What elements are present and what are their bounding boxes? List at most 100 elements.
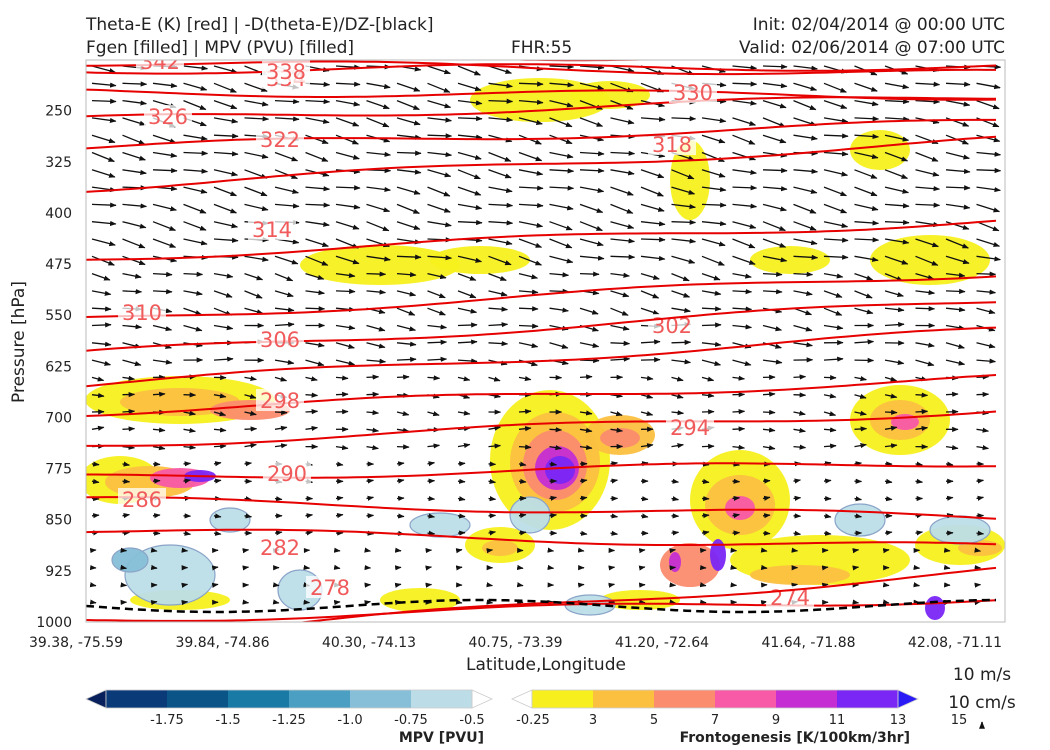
wind-vector [976,271,997,277]
wind-vector [793,374,807,380]
wind-vector [915,202,941,208]
wind-vector [549,185,575,191]
contour-label-bg [144,105,192,127]
wind-vector [760,564,768,571]
wind-vector [976,186,1001,193]
wind-vector [150,600,158,606]
wind-vector [640,290,660,299]
wind-vector [305,530,314,536]
wind-vector [945,99,971,107]
wind-vector [244,255,269,262]
wind-vector [701,221,727,227]
wind-vector [610,411,623,417]
wind-vector [610,461,619,467]
wind-vector [671,238,697,244]
wind-vector [274,376,288,382]
wind-vector [396,290,417,297]
wind-vector [852,599,860,605]
wind-vector [305,98,331,105]
wind-vector [945,444,959,451]
wind-vector [366,495,375,501]
wind-vector [213,290,233,298]
wind-vector [854,426,868,432]
contour-label: 322 [260,128,300,152]
wind-vector [884,409,898,415]
contour-label: 286 [122,488,162,512]
wind-vector [518,530,527,536]
wind-vector [366,271,387,277]
wind-vector [884,425,898,431]
mpv-colorbar-segment [289,690,351,708]
wind-vector [244,82,268,92]
wind-vector [457,442,471,449]
wind-vector [671,376,684,382]
wind-vector [366,289,387,295]
wind-vector [823,151,849,157]
wind-vector [91,341,112,347]
wind-vector [671,290,691,298]
wind-vector [549,461,558,467]
wind-vector [793,392,807,398]
wind-vector [732,324,753,330]
wind-vector [213,393,227,399]
wind-vector [976,151,1002,157]
wind-vector [732,203,758,209]
wind-vector [884,116,910,122]
wind-vector [396,150,422,156]
theta-e-contours: 2742782822862902942983023063103143183223… [86,50,997,622]
wind-vector [945,203,971,210]
wind-vector [915,359,935,367]
wind-vector [183,307,203,316]
contour-label: 342 [140,50,180,74]
wind-vector [640,116,666,122]
wind-vector [791,547,799,553]
wind-vector [488,117,514,123]
wind-vector [823,203,848,214]
wind-vector [852,565,860,571]
wind-vector [425,565,433,571]
wind-vector [457,478,466,484]
wind-vector [488,376,501,382]
y-tick-label: 1000 [36,615,72,631]
wind-vector [213,461,222,467]
wind-vector [762,359,783,365]
wind-vector [579,186,605,193]
wind-vector [396,221,421,230]
wind-vector [366,203,391,213]
shaded-region [850,130,910,170]
wind-vector [244,116,270,122]
fgen-colorbar-tick: 7 [711,713,719,728]
wind-vector [823,82,847,93]
wind-vector [793,410,806,416]
wind-vector [640,186,664,197]
wind-vector [823,530,832,536]
wind-vector [183,444,197,450]
wind-vector [884,322,905,328]
wind-vector [976,427,990,433]
wind-vector [364,600,372,606]
wind-vector [396,307,416,316]
wind-vector [244,151,269,159]
wind-vector [122,255,146,266]
wind-vector [152,288,173,295]
wind-vector [579,410,593,416]
wind-vector [518,289,539,295]
wind-vector [762,82,788,89]
wind-vector [701,255,725,266]
wind-vector [884,203,910,209]
wind-vector [183,478,192,484]
wind-vector [884,478,893,484]
wind-vector [366,391,380,397]
wind-vector [455,599,463,605]
wind-vector [793,444,807,450]
wind-vector [549,117,573,128]
wind-vector [549,427,563,433]
wind-vector [183,221,207,231]
mpv-colorbar-end [471,689,493,709]
wind-vector [488,65,513,74]
wind-vector [608,582,616,588]
wind-vector [701,186,727,193]
y-tick-label: 325 [45,155,72,171]
wind-vector [516,564,524,571]
wind-vector [823,186,848,197]
